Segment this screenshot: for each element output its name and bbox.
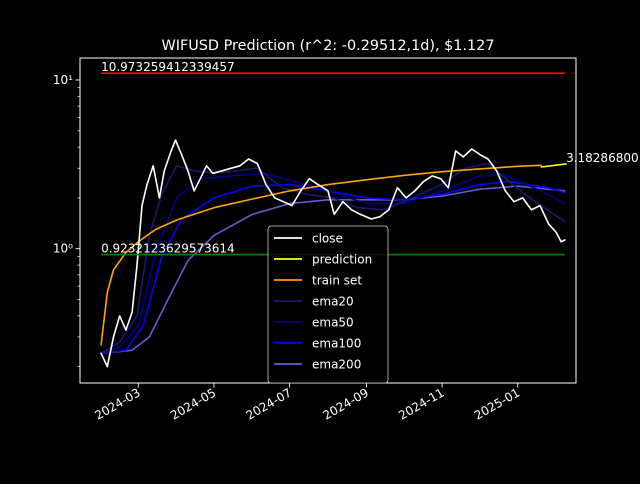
series-line-train-set: [100, 164, 543, 346]
hline-label-0: 10.973259412339457: [101, 60, 235, 74]
series-line-ema50: [100, 172, 566, 355]
legend-label-close: close: [312, 232, 343, 246]
plot-area: 10.973259412339457 0.9232123629573614 3.1…: [79, 57, 639, 384]
hline-label-1: 0.9232123629573614: [101, 242, 235, 256]
legend-label-train-set: train set: [312, 274, 362, 288]
y-tick-label-0: 10¹: [53, 73, 73, 87]
annotation-layer: 3.18286800: [566, 151, 639, 165]
legend-label-prediction: prediction: [312, 253, 372, 267]
series-line-close: [100, 139, 566, 368]
legend-label-ema200: ema200: [312, 358, 361, 372]
y-tick-label-1: 10⁰: [53, 242, 73, 256]
chart-title: WIFUSD Prediction (r^2: -0.29512,1d), $1…: [162, 38, 495, 54]
y-axis: 10¹ 10⁰: [53, 73, 80, 367]
series-layer: [100, 139, 567, 368]
series-line-prediction: [540, 163, 567, 168]
legend-label-ema50: ema50: [312, 316, 354, 330]
legend-label-ema100: ema100: [312, 337, 361, 351]
series-line-ema200: [100, 185, 566, 355]
series-line-ema20: [100, 162, 566, 355]
annotation-0: 3.18286800: [566, 151, 639, 165]
legend-label-ema20: ema20: [312, 295, 354, 309]
legend: close prediction train set ema20 ema50 ema100…: [267, 225, 389, 384]
